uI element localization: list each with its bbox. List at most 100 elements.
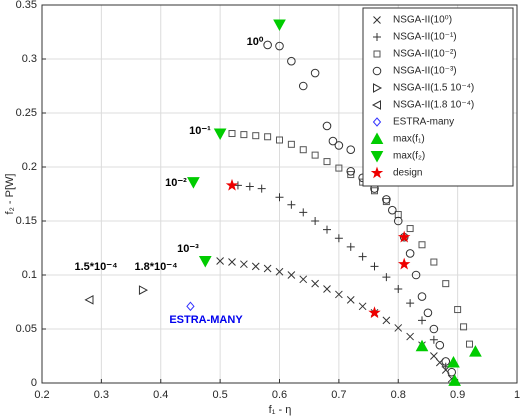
marker bbox=[418, 241, 426, 249]
marker bbox=[370, 262, 379, 271]
marker bbox=[186, 301, 195, 312]
marker bbox=[275, 193, 284, 202]
marker bbox=[287, 56, 296, 66]
marker bbox=[429, 335, 438, 344]
marker bbox=[322, 121, 332, 131]
marker bbox=[298, 81, 308, 91]
x-tick-label: 0.9 bbox=[450, 389, 465, 401]
marker bbox=[382, 316, 391, 325]
marker bbox=[216, 257, 224, 265]
marker bbox=[382, 195, 391, 204]
marker bbox=[406, 332, 414, 341]
marker bbox=[310, 68, 320, 78]
legend-marker bbox=[370, 166, 384, 179]
legend-label: NSGA-II(1.5 10⁻⁴) bbox=[393, 83, 474, 94]
marker bbox=[466, 340, 473, 348]
legend-marker bbox=[373, 33, 381, 41]
marker bbox=[454, 306, 462, 314]
marker bbox=[417, 292, 427, 301]
legend-box bbox=[362, 7, 514, 187]
marker bbox=[405, 249, 415, 258]
marker bbox=[435, 340, 445, 350]
marker bbox=[430, 352, 438, 360]
marker bbox=[411, 270, 421, 280]
series bbox=[228, 130, 473, 348]
marker bbox=[311, 279, 319, 288]
y-tick-label: 0 bbox=[31, 377, 37, 389]
legend: NSGA-II(10⁰) NSGA-II(10⁻¹) NSGA-II(10⁻²) NS… bbox=[362, 7, 514, 187]
marker bbox=[406, 225, 414, 233]
marker bbox=[346, 145, 356, 155]
marker bbox=[287, 200, 296, 209]
annotation: ESTRA-MANY bbox=[169, 314, 243, 326]
marker bbox=[275, 267, 284, 276]
marker bbox=[346, 295, 355, 304]
marker bbox=[273, 19, 286, 31]
marker bbox=[252, 132, 260, 140]
marker bbox=[335, 290, 343, 299]
series bbox=[187, 19, 286, 268]
legend-label: ESTRA-many bbox=[393, 117, 454, 128]
marker bbox=[415, 339, 429, 352]
marker bbox=[328, 136, 338, 146]
marker bbox=[358, 302, 367, 311]
marker bbox=[388, 205, 397, 215]
y-tick-label: 0.25 bbox=[16, 107, 37, 119]
marker bbox=[245, 182, 254, 191]
marker bbox=[287, 271, 296, 279]
marker bbox=[448, 374, 462, 386]
plot-frame bbox=[41, 4, 518, 384]
x-tick-label: 0.7 bbox=[331, 389, 346, 401]
marker bbox=[311, 217, 320, 225]
marker bbox=[213, 128, 227, 141]
annotation: 10⁻¹ bbox=[189, 125, 211, 137]
y-tick-label: 0.05 bbox=[16, 323, 37, 335]
marker bbox=[358, 252, 367, 261]
marker bbox=[393, 216, 403, 226]
x-tick-label: 0.5 bbox=[212, 389, 227, 401]
legend-label: design bbox=[393, 168, 422, 179]
series bbox=[186, 301, 195, 312]
marker bbox=[397, 230, 411, 243]
marker bbox=[368, 306, 381, 319]
marker bbox=[299, 146, 307, 154]
x-tick-label: 0.4 bbox=[153, 389, 168, 401]
marker bbox=[263, 40, 272, 50]
marker bbox=[346, 167, 356, 176]
x-tick-label: 0.3 bbox=[94, 389, 109, 401]
marker bbox=[382, 273, 391, 282]
series bbox=[233, 181, 450, 371]
series bbox=[84, 295, 94, 305]
marker bbox=[187, 177, 200, 189]
legend-marker bbox=[373, 50, 381, 58]
marker bbox=[138, 285, 148, 295]
annotation: 10⁻³ bbox=[177, 243, 199, 255]
legend-label: NSGA-II(10⁻³) bbox=[393, 66, 457, 77]
marker bbox=[460, 323, 468, 331]
marker bbox=[442, 280, 450, 288]
marker bbox=[299, 208, 308, 217]
marker bbox=[311, 151, 319, 159]
legend-marker bbox=[373, 16, 381, 24]
legend-marker bbox=[373, 83, 383, 93]
legend-label: max(f₁) bbox=[393, 134, 425, 145]
series bbox=[225, 178, 411, 319]
marker bbox=[418, 316, 426, 325]
legend-marker bbox=[370, 132, 384, 144]
marker bbox=[397, 257, 411, 270]
marker bbox=[394, 324, 403, 332]
legend-label: NSGA-II(10⁻²) bbox=[393, 49, 457, 60]
marker bbox=[225, 178, 239, 191]
annotation: 10⁰ bbox=[247, 36, 264, 48]
legend-label: NSGA-II(1.8 10⁻⁴) bbox=[393, 100, 474, 111]
marker bbox=[394, 285, 403, 294]
marker bbox=[275, 41, 284, 51]
marker bbox=[198, 255, 212, 268]
annotation: 10⁻² bbox=[165, 177, 187, 189]
legend-label: max(f₂) bbox=[393, 151, 425, 162]
annotation: 1.5*10⁻⁴ bbox=[74, 261, 117, 273]
marker bbox=[347, 171, 355, 179]
y-tick-label: 0.3 bbox=[22, 53, 37, 65]
y-tick-label: 0.15 bbox=[16, 215, 37, 227]
legend-marker bbox=[371, 100, 381, 110]
